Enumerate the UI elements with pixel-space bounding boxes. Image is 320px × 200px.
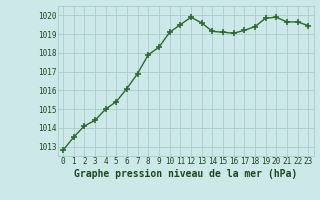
- X-axis label: Graphe pression niveau de la mer (hPa): Graphe pression niveau de la mer (hPa): [74, 169, 297, 179]
